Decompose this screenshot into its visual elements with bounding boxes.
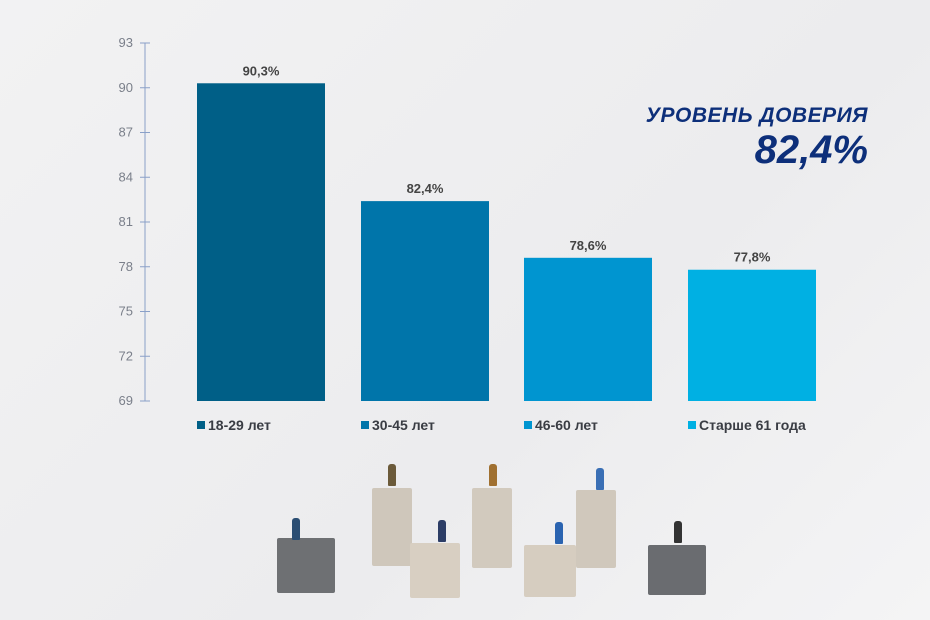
legend-swatch (524, 421, 532, 429)
y-tick-label: 87 (119, 125, 133, 140)
data-label: 78,6% (570, 238, 607, 253)
legend-swatch (688, 421, 696, 429)
y-tick-label: 81 (119, 214, 133, 229)
legend-label: 46-60 лет (535, 417, 598, 433)
bar (688, 269, 816, 401)
y-tick-label: 69 (119, 393, 133, 408)
y-tick-label: 84 (119, 169, 133, 184)
bar (361, 201, 489, 401)
legend-label: Старше 61 года (699, 417, 806, 433)
data-label: 77,8% (734, 250, 771, 265)
y-tick-label: 75 (119, 304, 133, 319)
headline-label: УРОВЕНЬ ДОВЕРИЯ (645, 104, 868, 127)
y-tick-label: 93 (119, 35, 133, 50)
y-tick-label: 90 (119, 80, 133, 95)
legend-swatch (361, 421, 369, 429)
data-label: 90,3% (243, 63, 280, 78)
y-tick-label: 72 (119, 348, 133, 363)
data-label: 82,4% (407, 181, 444, 196)
legend-swatch (197, 421, 205, 429)
legend-label: 18-29 лет (208, 417, 271, 433)
bar (524, 257, 652, 401)
headline-value: 82,4% (754, 128, 868, 172)
bar (197, 83, 325, 402)
legend-label: 30-45 лет (372, 417, 435, 433)
y-tick-label: 78 (119, 259, 133, 274)
